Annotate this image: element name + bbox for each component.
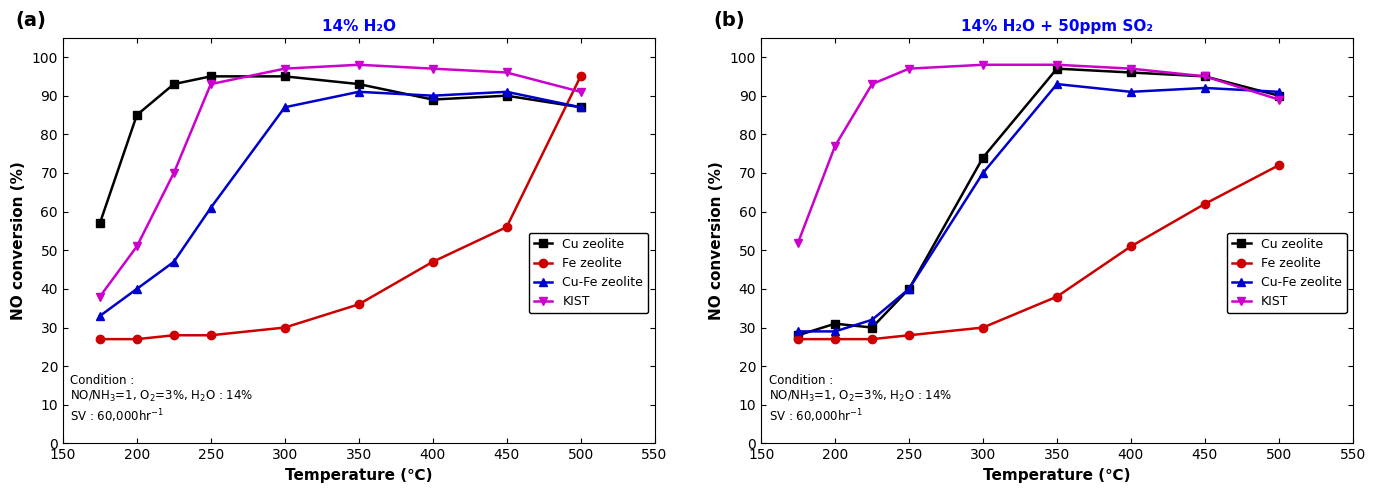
Text: Condition :
NO/NH$_{3}$=1, O$_{2}$=3%, H$_{2}$O : 14%
SV : 60,000hr$^{-1}$: Condition : NO/NH$_{3}$=1, O$_{2}$=3%, H… bbox=[70, 374, 253, 425]
Text: (b): (b) bbox=[713, 10, 745, 30]
Title: 14% H₂O: 14% H₂O bbox=[322, 19, 395, 34]
Text: (a): (a) bbox=[15, 10, 47, 30]
Title: 14% H₂O + 50ppm SO₂: 14% H₂O + 50ppm SO₂ bbox=[961, 19, 1153, 34]
Legend: Cu zeolite, Fe zeolite, Cu-Fe zeolite, KIST: Cu zeolite, Fe zeolite, Cu-Fe zeolite, K… bbox=[529, 233, 649, 313]
Text: Condition :
NO/NH$_{3}$=1, O$_{2}$=3%, H$_{2}$O : 14%
SV : 60,000hr$^{-1}$: Condition : NO/NH$_{3}$=1, O$_{2}$=3%, H… bbox=[768, 374, 952, 425]
Y-axis label: NO conversion (%): NO conversion (%) bbox=[709, 161, 724, 320]
X-axis label: Temperature (℃): Temperature (℃) bbox=[983, 468, 1131, 483]
Y-axis label: NO conversion (%): NO conversion (%) bbox=[11, 161, 26, 320]
X-axis label: Temperature (℃): Temperature (℃) bbox=[285, 468, 432, 483]
Legend: Cu zeolite, Fe zeolite, Cu-Fe zeolite, KIST: Cu zeolite, Fe zeolite, Cu-Fe zeolite, K… bbox=[1227, 233, 1347, 313]
